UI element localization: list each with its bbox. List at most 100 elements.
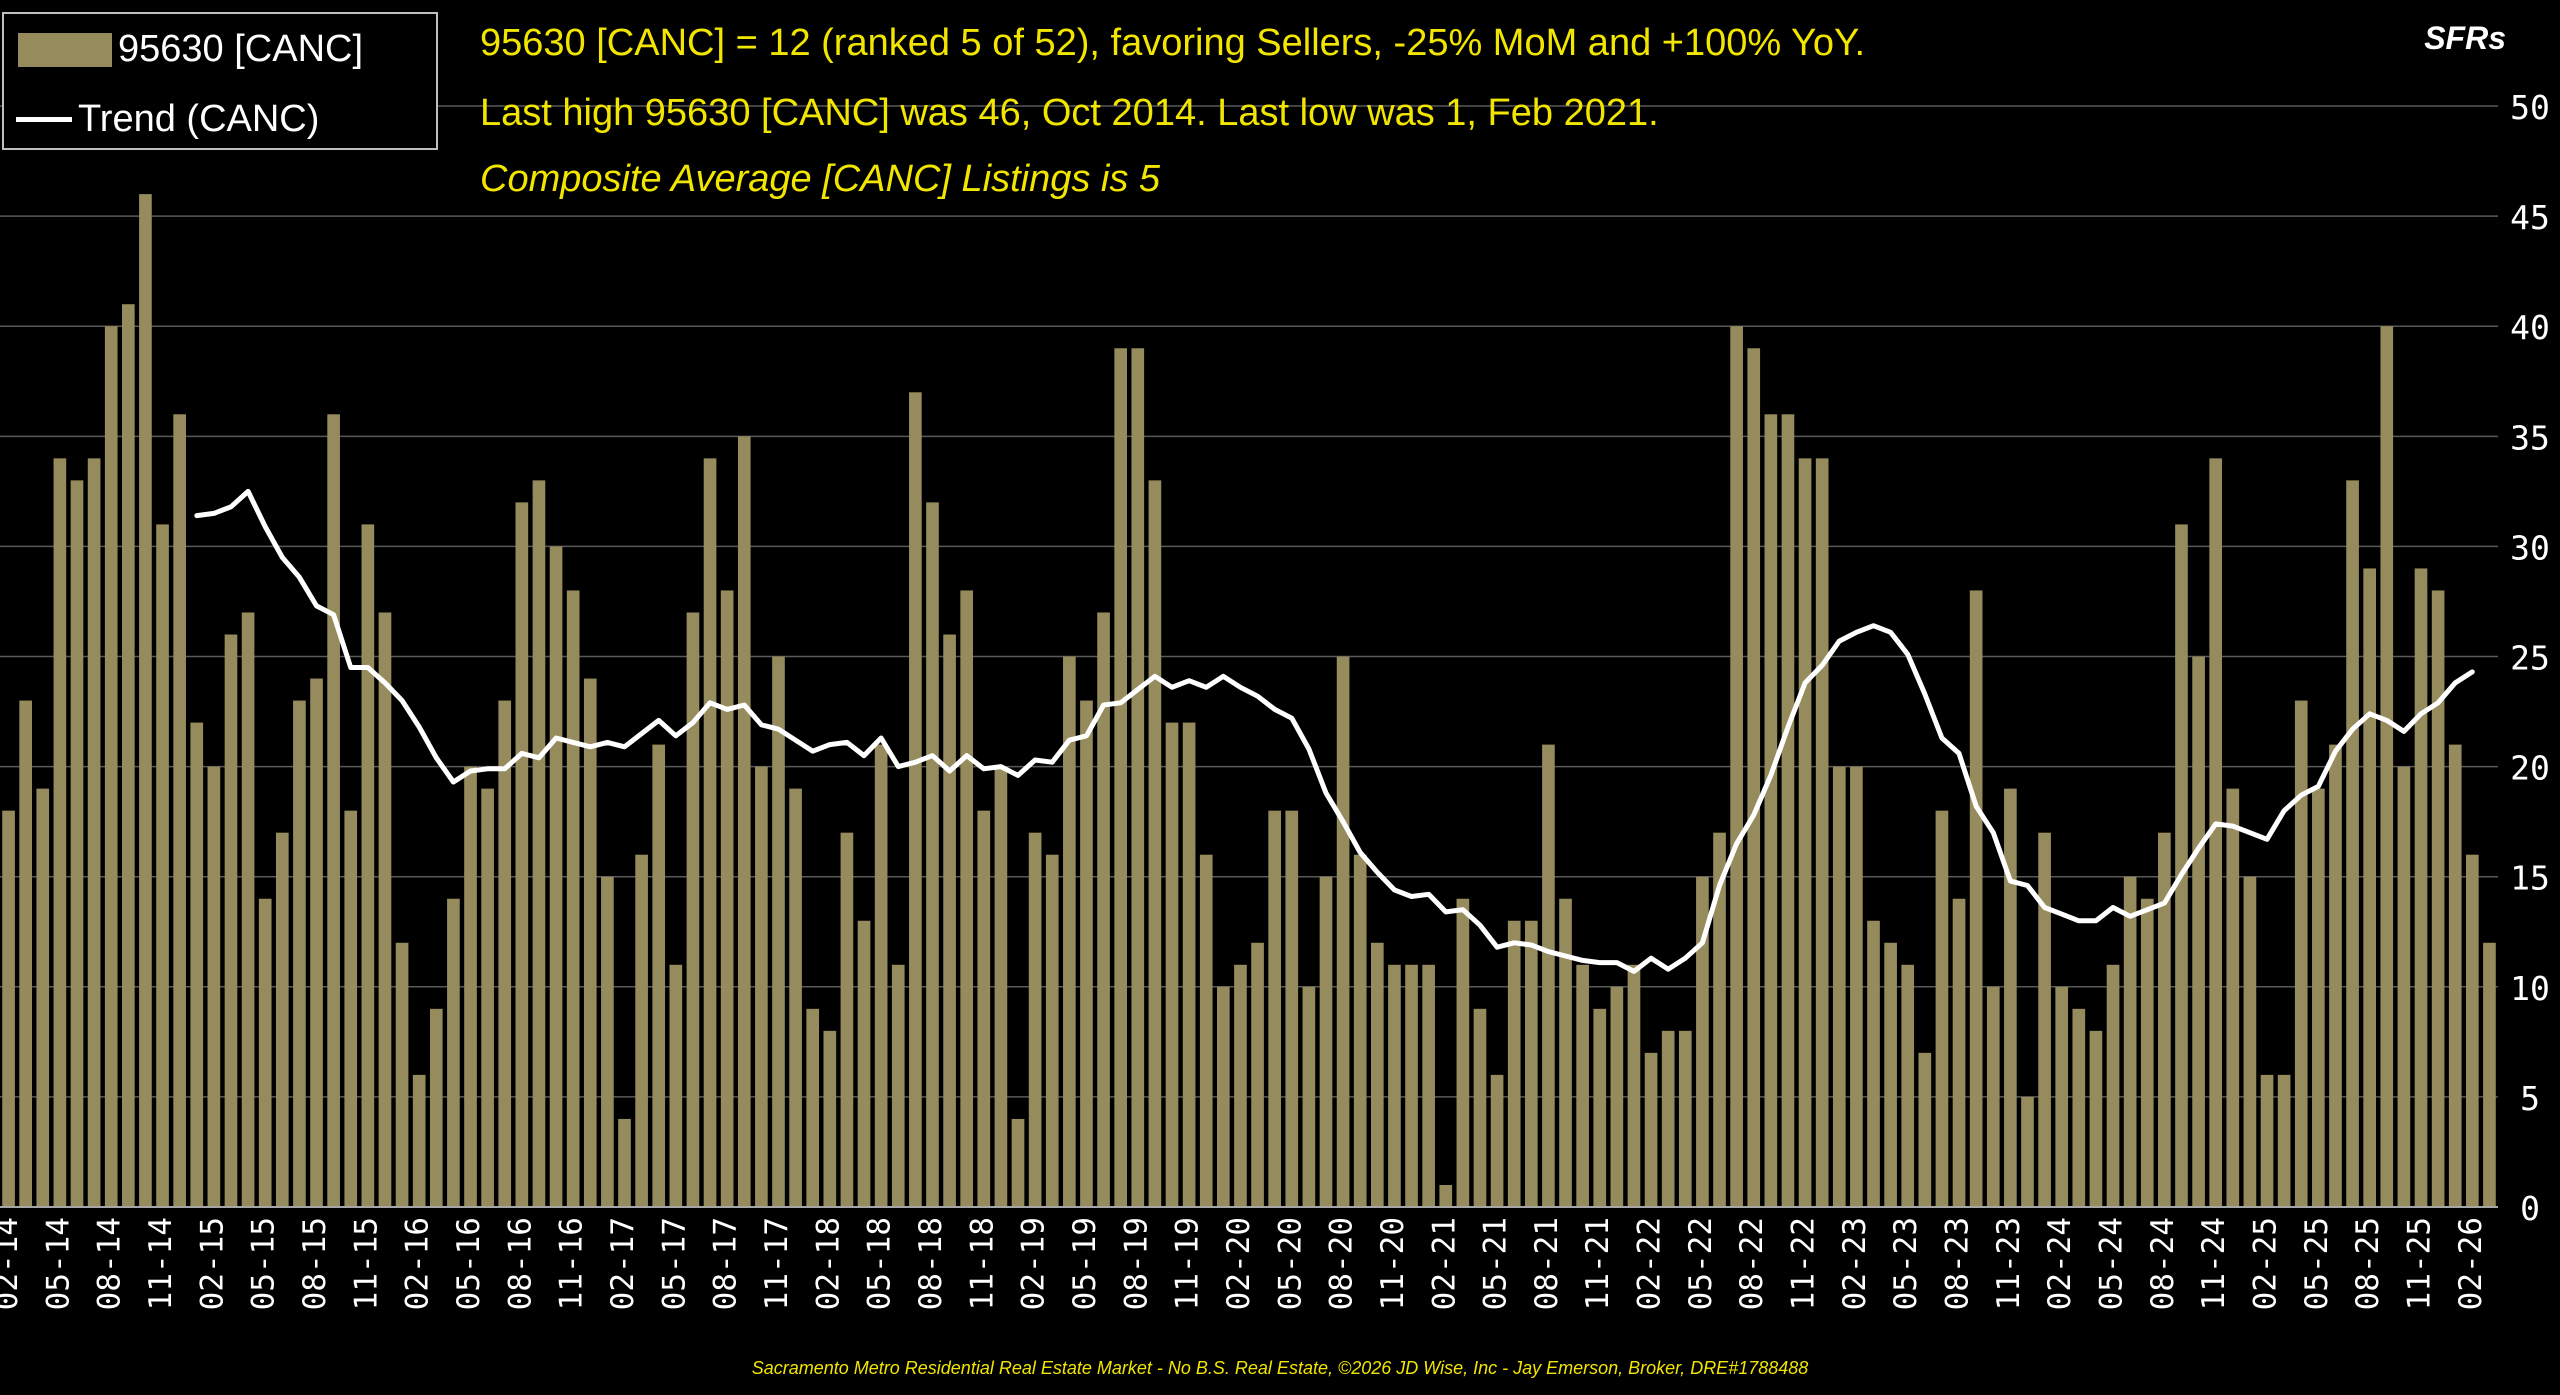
bar: [2397, 766, 2411, 1207]
bar: [1610, 986, 1624, 1207]
bar: [2123, 876, 2137, 1207]
x-tick-label: 02-14: [0, 1217, 25, 1310]
bar: [2294, 700, 2308, 1207]
bar: [1542, 744, 1555, 1207]
bar: [1336, 656, 1350, 1207]
bar: [1063, 656, 1076, 1207]
bar: [1524, 920, 1538, 1207]
bar: [2226, 788, 2240, 1207]
bar: [378, 612, 392, 1207]
y-tick-label: 10: [2510, 969, 2550, 1008]
bar: [686, 612, 700, 1207]
bar: [1199, 854, 1213, 1207]
bar: [1217, 986, 1230, 1207]
bar: [36, 788, 50, 1207]
bar: [2021, 1096, 2034, 1207]
bar: [2277, 1074, 2291, 1207]
x-tick-label: 05-20: [1272, 1217, 1308, 1310]
bar: [1473, 1008, 1487, 1207]
x-tick-label: 08-19: [1118, 1217, 1154, 1310]
x-tick-label: 05-14: [40, 1217, 76, 1310]
bar: [1319, 876, 1333, 1207]
unit-label: SFRs: [2424, 20, 2506, 56]
legend: 95630 [CANC] Trend (CANC): [2, 12, 438, 150]
gridlines: [0, 105, 2498, 1098]
x-tick-label: 02-23: [1837, 1217, 1873, 1310]
bar: [293, 700, 306, 1207]
x-tick-label: 05-23: [1888, 1217, 1924, 1310]
bar: [1764, 414, 1778, 1207]
bar: [1165, 722, 1179, 1207]
legend-item-bars: 95630 [CANC]: [18, 28, 363, 71]
bar: [1490, 1074, 1504, 1207]
bar: [960, 590, 974, 1207]
bar: [549, 546, 563, 1207]
y-tick-label: 0: [2520, 1189, 2540, 1228]
bar: [2175, 524, 2188, 1207]
x-tick-label: 02-21: [1426, 1217, 1462, 1310]
y-tick-label: 20: [2510, 749, 2550, 788]
bar: [412, 1074, 426, 1207]
y-tick-label: 25: [2510, 639, 2550, 678]
header-line-3: Composite Average [CANC] Listings is 5: [480, 158, 1161, 200]
bar: [943, 634, 956, 1207]
bar: [121, 304, 135, 1207]
bar: [2, 810, 15, 1207]
y-tick-label: 15: [2510, 859, 2550, 898]
bar: [1918, 1052, 1932, 1207]
x-tick-label: 02-19: [1016, 1217, 1052, 1310]
x-tick-label: 11-18: [964, 1217, 1000, 1310]
bar: [258, 898, 272, 1207]
x-tick-label: 08-20: [1324, 1217, 1360, 1310]
x-tick-label: 02-18: [810, 1217, 846, 1310]
x-tick-label: 08-16: [502, 1217, 538, 1310]
bar: [275, 832, 289, 1207]
bar: [1935, 810, 1949, 1207]
bar: [1388, 964, 1401, 1207]
bar: [2038, 832, 2051, 1207]
bar: [1815, 458, 1829, 1207]
y-axis-ticks: 0 5 10 15 20 25 30 35 40 45 50: [2510, 88, 2550, 1228]
x-tick-label: 11-25: [2402, 1217, 2438, 1310]
bar: [2140, 898, 2154, 1207]
bar: [1148, 480, 1162, 1208]
bar: [481, 788, 494, 1207]
x-tick-label: 11-20: [1375, 1217, 1411, 1310]
bar: [601, 876, 614, 1207]
x-tick-label: 05-16: [451, 1217, 487, 1310]
x-tick-label: 05-25: [2299, 1217, 2335, 1310]
y-tick-label: 35: [2510, 418, 2550, 457]
bar: [344, 810, 358, 1207]
bar: [139, 194, 152, 1208]
x-tick-label: 08-15: [297, 1217, 333, 1310]
bar: [1884, 942, 1897, 1207]
bar: [994, 766, 1008, 1207]
legend-line-swatch: [16, 117, 72, 122]
bar: [1456, 898, 1470, 1207]
bar: [2072, 1008, 2086, 1207]
bar: [429, 1008, 443, 1207]
bar: [1850, 766, 1863, 1207]
bar: [2106, 964, 2120, 1207]
x-tick-label: 11-24: [2196, 1217, 2232, 1310]
bar: [720, 590, 734, 1207]
bar: [2158, 832, 2171, 1207]
x-tick-label: 05-22: [1683, 1217, 1719, 1310]
bar: [87, 458, 101, 1207]
bar: [1182, 722, 1196, 1207]
bar: [806, 1008, 820, 1207]
bar: [1593, 1008, 1607, 1207]
x-tick-label: 11-17: [759, 1217, 795, 1310]
bar: [1439, 1184, 1453, 1207]
bar: [1370, 942, 1384, 1207]
bar: [2380, 326, 2394, 1207]
bar: [1696, 876, 1709, 1207]
x-tick-label: 05-19: [1067, 1217, 1103, 1310]
header-line-1: 95630 [CANC] = 12 (ranked 5 of 52), favo…: [480, 22, 1866, 64]
x-tick-label: 11-15: [348, 1217, 384, 1310]
header-line-2: Last high 95630 [CANC] was 46, Oct 2014.…: [480, 92, 1659, 134]
bar: [1798, 458, 1812, 1207]
bar: [755, 766, 768, 1207]
x-tick-label: 02-25: [2248, 1217, 2284, 1310]
bar: [1080, 700, 1093, 1207]
